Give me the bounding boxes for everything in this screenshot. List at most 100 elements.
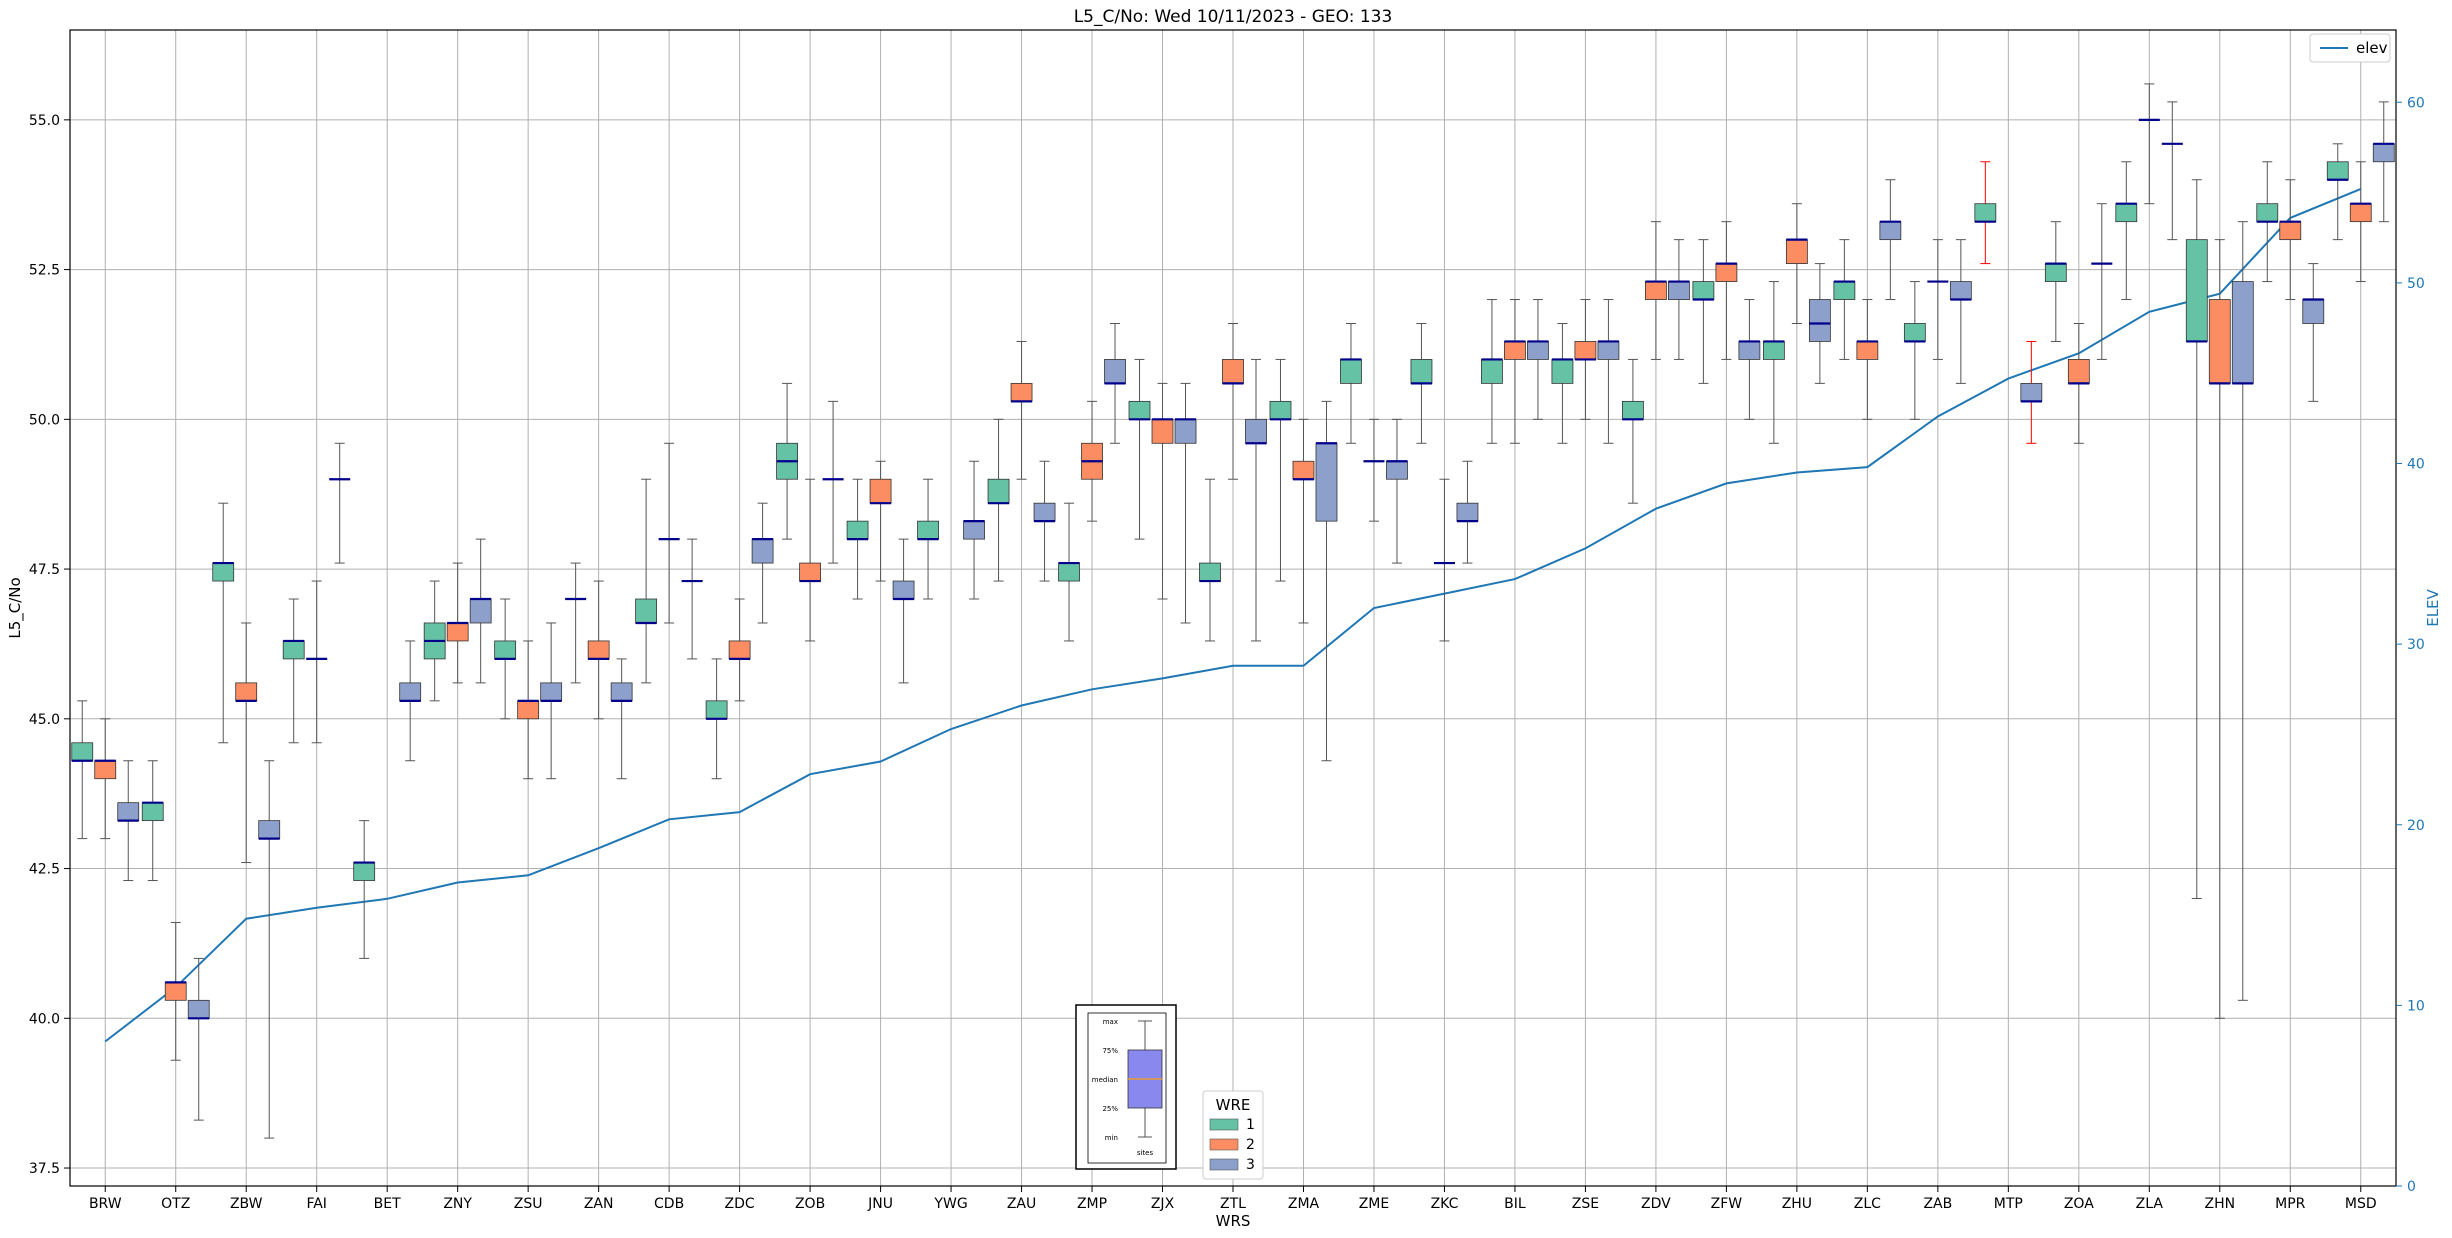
x-tick-label: ZMP — [1077, 1196, 1107, 1212]
y-tick-label: 47.5 — [29, 562, 60, 578]
box-body — [2067, 359, 2090, 384]
box-zkc-wre3 — [1456, 460, 1479, 564]
x-tick-label: MTP — [1994, 1196, 2023, 1212]
x-tick-label: ZMA — [1288, 1196, 1320, 1212]
box-zdc-wre3 — [751, 502, 774, 624]
box-zau-wre1 — [987, 418, 1010, 582]
box-body — [2185, 239, 2208, 342]
box-body — [2115, 203, 2138, 223]
box-body — [2372, 143, 2395, 163]
x-tick-label: OTZ — [161, 1196, 190, 1212]
box-body — [399, 682, 422, 702]
box-otz-wre2 — [164, 921, 187, 1061]
box-zob-wre2 — [799, 478, 821, 642]
box-body — [1645, 281, 1667, 300]
box-zan-wre3 — [610, 658, 633, 780]
x-tick-label: ZAU — [1007, 1196, 1036, 1212]
elev-legend-label: elev — [2356, 39, 2388, 57]
box-body — [1245, 418, 1267, 444]
box-zoa-wre1 — [2044, 221, 2067, 342]
wre-legend-frame — [1202, 1090, 1264, 1180]
box-body — [517, 700, 540, 720]
box-body — [540, 682, 563, 702]
box-body — [1597, 341, 1620, 360]
y2-axis-label: ELEV — [2424, 588, 2442, 626]
x-tick-label: ZOA — [2064, 1196, 2094, 1212]
box-zse-wre3 — [1597, 299, 1620, 444]
box-zkc-wre1 — [1410, 322, 1433, 444]
box-body — [1128, 400, 1151, 420]
box-body — [1292, 460, 1315, 480]
box-body — [446, 622, 469, 642]
box-zdv-wre2 — [1645, 221, 1667, 360]
box-body — [187, 999, 210, 1019]
box-body — [987, 478, 1010, 504]
box-body — [1808, 299, 1831, 342]
box-zdv-wre3 — [1668, 239, 1690, 360]
box-zlc-wre1 — [1833, 239, 1856, 360]
box-msd-wre2 — [2349, 161, 2372, 283]
box-zab-wre2 — [1927, 239, 1949, 360]
x-tick-label: ZHN — [2204, 1196, 2235, 1212]
box-body — [258, 820, 281, 840]
box-bet-wre1 — [353, 820, 376, 959]
x-axis: BRW OTZ ZBW FAI BET ZNY ZSU ZAN CDB ZDC ZOB JNU YWG Z… — [89, 1186, 2377, 1212]
box-zse-wre2 — [1574, 299, 1597, 420]
box-zsu-wre2 — [517, 640, 540, 780]
y-axis-label: L5_C/No — [6, 577, 25, 638]
box-zmp-wre3 — [1104, 322, 1126, 444]
box-body — [2020, 382, 2043, 402]
box-mtp-wre3 — [2020, 340, 2043, 444]
box-body — [94, 760, 117, 780]
box-body — [610, 682, 633, 702]
key-box-inner-frame — [1087, 1012, 1167, 1164]
x-tick-label: ZME — [1359, 1196, 1390, 1212]
box-series — [71, 83, 2395, 1139]
box-zjx-wre1 — [1128, 358, 1151, 540]
x-axis-label: WRS — [1216, 1212, 1251, 1230]
box-zab-wre1 — [1903, 281, 1926, 420]
box-body — [2256, 203, 2279, 223]
box-zjx-wre2 — [1151, 382, 1174, 600]
box-body — [1738, 341, 1761, 360]
key-label-q3: 75% — [1102, 1047, 1118, 1055]
y-tick-label: 45.0 — [29, 712, 60, 728]
x-tick-label: ZAB — [1923, 1196, 1952, 1212]
y2-tick-label: 0 — [2407, 1179, 2416, 1195]
box-zoa-wre2 — [2067, 322, 2090, 444]
x-tick-label: ZSE — [1572, 1196, 1599, 1212]
box-body — [1785, 239, 1808, 264]
box-body — [1527, 341, 1549, 360]
wre-legend: WRE 1 2 3 — [1202, 1090, 1264, 1180]
box-body — [2326, 161, 2349, 181]
wre-legend-label-3: 3 — [1246, 1157, 1255, 1173]
box-body — [1174, 418, 1197, 444]
wre-legend-label-1: 1 — [1246, 1117, 1255, 1133]
box-zdc-wre2 — [728, 598, 751, 702]
box-zan-wre1 — [565, 562, 587, 684]
box-body — [1551, 359, 1574, 384]
x-tick-label: ZKC — [1431, 1196, 1459, 1212]
box-body — [141, 802, 164, 822]
box-ywg-wre3 — [963, 460, 985, 600]
key-box-inset: max 75% median 25% min sites — [1075, 1004, 1177, 1170]
box-zma-wre3 — [1315, 400, 1338, 762]
box-otz-wre1 — [141, 760, 164, 882]
box-body — [164, 981, 187, 1001]
box-cdb-wre3 — [681, 538, 703, 660]
box-zob-wre1 — [776, 382, 798, 540]
box-body — [1340, 359, 1362, 384]
x-tick-label: BET — [374, 1196, 401, 1212]
box-body — [1269, 400, 1292, 420]
box-msd-wre1 — [2326, 143, 2349, 241]
box-zan-wre2 — [587, 580, 610, 720]
box-body — [1715, 263, 1738, 282]
x-tick-label: YWG — [933, 1196, 967, 1212]
key-label-median: median — [1092, 1076, 1118, 1084]
box-zhn-wre3 — [2231, 221, 2254, 1001]
box-jnu-wre3 — [892, 538, 915, 684]
box-body — [1974, 203, 1997, 223]
y2-tick-label: 40 — [2407, 457, 2425, 473]
box-body — [1762, 341, 1785, 360]
key-label-q1: 25% — [1102, 1105, 1118, 1113]
